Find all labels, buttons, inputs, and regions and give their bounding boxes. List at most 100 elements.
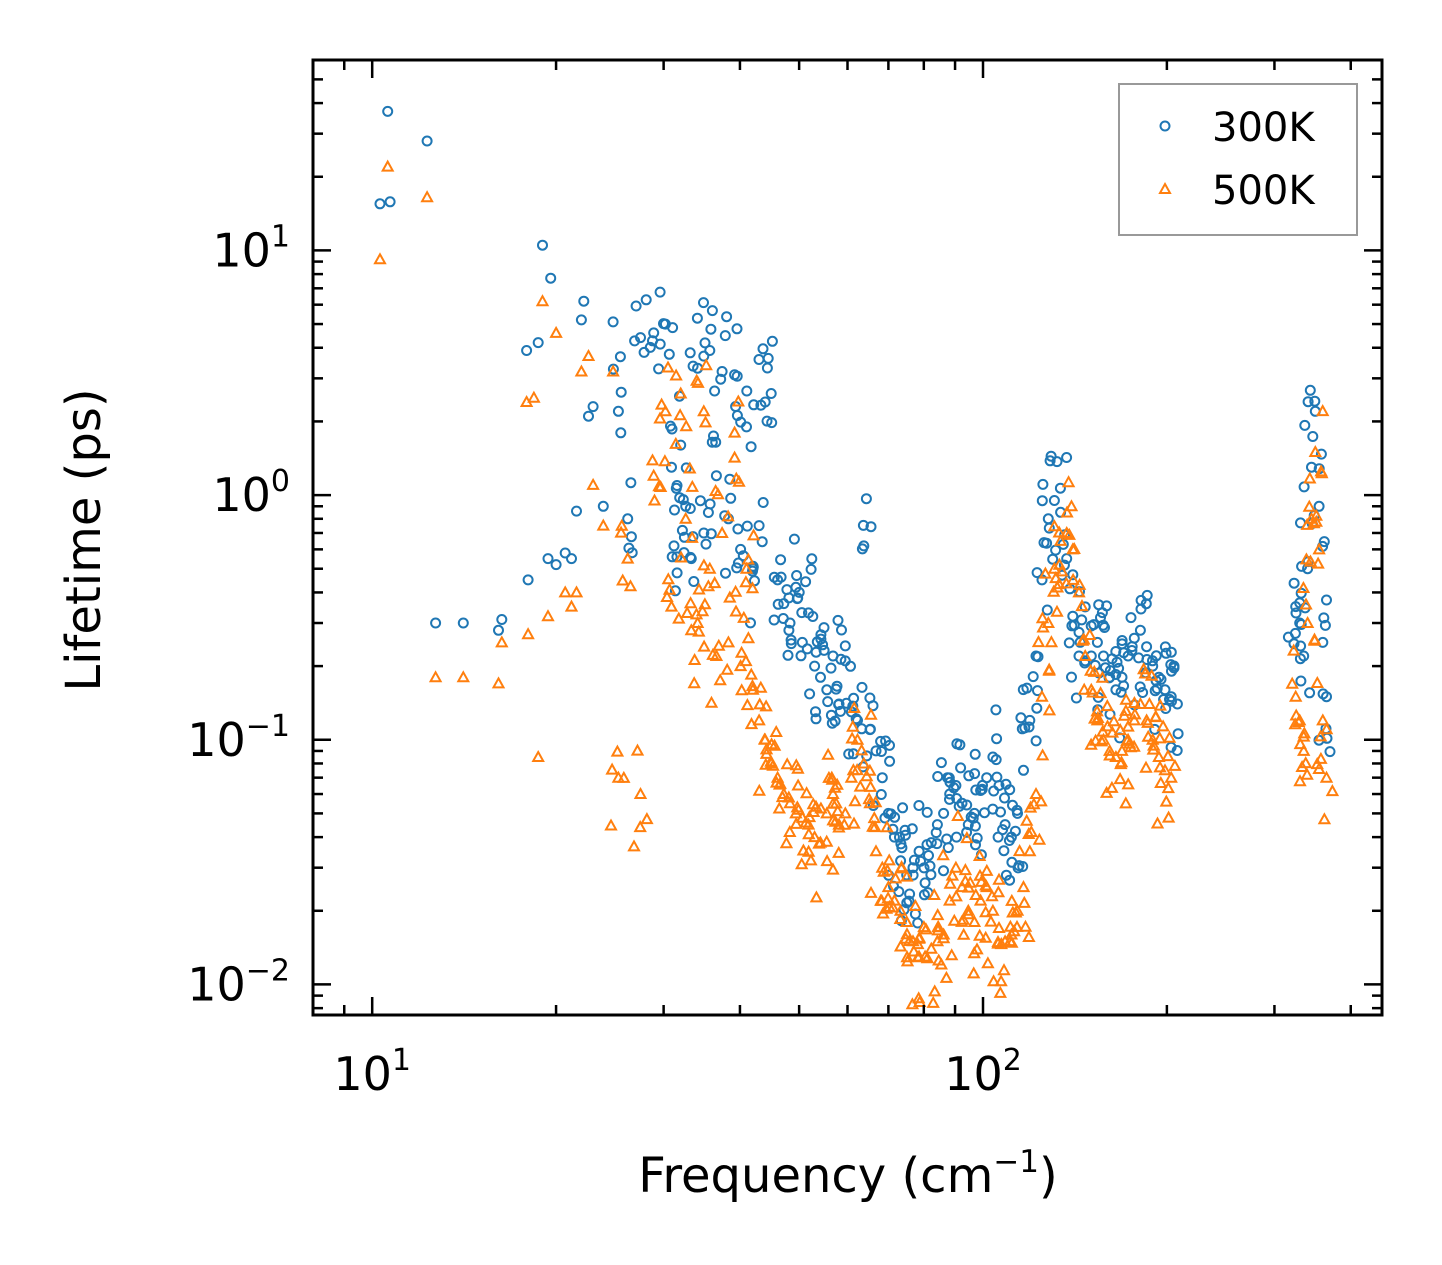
point-500k bbox=[1109, 749, 1123, 762]
point-300k bbox=[870, 745, 882, 757]
point-300k bbox=[1147, 660, 1159, 672]
point-300k bbox=[807, 611, 819, 622]
point-500k bbox=[731, 394, 745, 407]
point-300k bbox=[1030, 735, 1042, 747]
point-300k bbox=[805, 563, 817, 575]
point-500k bbox=[713, 673, 727, 686]
y-tick-exponent: −1 bbox=[246, 709, 290, 744]
point-300k bbox=[995, 806, 1006, 818]
point-500k bbox=[974, 874, 989, 887]
point-500k bbox=[697, 558, 711, 571]
point-500k bbox=[850, 732, 865, 745]
point-500k bbox=[1316, 404, 1330, 417]
point-300k bbox=[976, 783, 988, 795]
point-500k bbox=[1034, 794, 1048, 807]
point-300k bbox=[1076, 614, 1088, 626]
point-300k bbox=[1306, 461, 1317, 473]
point-500k bbox=[669, 368, 683, 381]
point-300k bbox=[919, 877, 931, 889]
point-500k bbox=[991, 885, 1006, 898]
point-500k bbox=[623, 579, 638, 592]
point-500k bbox=[973, 928, 987, 941]
point-300k bbox=[815, 629, 827, 641]
y-tick-label: 100 bbox=[212, 464, 290, 522]
point-300k bbox=[992, 831, 1004, 843]
point-500k bbox=[814, 801, 828, 814]
point-300k bbox=[698, 527, 710, 539]
point-300k bbox=[374, 198, 386, 210]
point-300k bbox=[772, 598, 784, 610]
point-300k bbox=[888, 831, 900, 843]
point-500k bbox=[900, 950, 914, 963]
point-300k bbox=[1044, 455, 1056, 467]
point-300k bbox=[653, 363, 665, 375]
point-300k bbox=[1079, 657, 1091, 669]
point-500k bbox=[991, 936, 1005, 949]
point-300k bbox=[612, 405, 624, 417]
point-300k bbox=[836, 624, 847, 636]
point-500k bbox=[917, 920, 931, 933]
point-300k bbox=[666, 461, 677, 473]
point-500k bbox=[958, 863, 973, 876]
point-500k bbox=[627, 839, 641, 852]
point-500k bbox=[373, 252, 387, 265]
point-500k bbox=[957, 927, 971, 940]
point-300k bbox=[597, 500, 609, 512]
point-300k bbox=[969, 748, 981, 760]
point-300k bbox=[545, 272, 557, 284]
point-500k bbox=[1289, 689, 1303, 702]
point-300k bbox=[1298, 650, 1310, 662]
point-500k bbox=[767, 738, 782, 751]
point-500k bbox=[882, 899, 897, 912]
point-300k bbox=[1066, 671, 1077, 683]
point-500k bbox=[795, 810, 809, 823]
point-300k bbox=[688, 576, 700, 587]
point-500k bbox=[661, 360, 675, 373]
point-300k bbox=[876, 772, 888, 784]
point-300k bbox=[755, 399, 767, 411]
point-300k bbox=[1150, 650, 1162, 662]
point-500k bbox=[863, 779, 878, 792]
point-500k bbox=[986, 974, 1001, 987]
point-500k bbox=[1319, 722, 1334, 735]
point-300k bbox=[839, 640, 851, 652]
point-500k bbox=[739, 575, 753, 588]
point-500k bbox=[1287, 643, 1301, 656]
point-500k bbox=[1164, 770, 1178, 783]
point-300k bbox=[1054, 482, 1066, 494]
point-300k bbox=[1113, 662, 1125, 674]
point-300k bbox=[810, 713, 822, 725]
point-500k bbox=[1152, 749, 1166, 762]
point-300k bbox=[817, 639, 829, 651]
point-300k bbox=[1168, 660, 1180, 672]
point-500k bbox=[1307, 516, 1321, 529]
point-500k bbox=[837, 817, 851, 830]
point-500k bbox=[826, 862, 840, 875]
point-500k bbox=[712, 638, 726, 651]
point-300k bbox=[1318, 612, 1330, 624]
point-300k bbox=[668, 540, 680, 552]
point-500k bbox=[734, 645, 749, 658]
point-500k bbox=[1315, 466, 1329, 479]
point-300k bbox=[951, 831, 962, 843]
point-500k bbox=[535, 294, 550, 307]
point-500k bbox=[939, 970, 954, 983]
point-300k bbox=[766, 335, 778, 347]
point-500k bbox=[541, 609, 555, 622]
x-tick-exponent: 1 bbox=[392, 1043, 411, 1078]
point-300k bbox=[835, 705, 846, 717]
point-300k bbox=[614, 351, 626, 363]
point-500k bbox=[1312, 761, 1326, 774]
point-500k bbox=[1141, 729, 1155, 742]
point-500k bbox=[838, 806, 852, 819]
point-300k bbox=[1318, 536, 1330, 548]
point-500k bbox=[673, 408, 687, 421]
point-300k bbox=[1061, 452, 1073, 463]
point-500k bbox=[687, 652, 702, 665]
point-500k bbox=[708, 576, 722, 589]
y-tick-base: 10 bbox=[187, 957, 246, 1011]
point-500k bbox=[967, 966, 981, 979]
y-tick-base: 10 bbox=[187, 713, 246, 767]
point-300k bbox=[735, 543, 747, 555]
